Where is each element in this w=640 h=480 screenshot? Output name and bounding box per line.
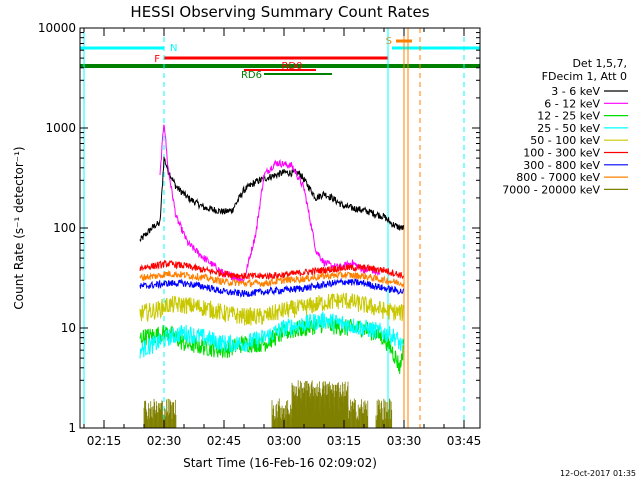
legend-header-line-1: Det 1,5,7, — [572, 57, 627, 70]
series-line-5 — [139, 259, 404, 281]
x-tick-label-0: 02:15 — [87, 434, 122, 448]
state-label-f: F — [154, 54, 160, 65]
legend-label-2: 12 - 25 keV — [537, 110, 600, 123]
y-tick-label-2: 100 — [53, 221, 76, 235]
series-line-7 — [139, 270, 404, 289]
x-axis-label: Start Time (16-Feb-16 02:09:02) — [183, 456, 377, 470]
y-tick-label-0: 1 — [68, 421, 76, 435]
series-line-6 — [139, 277, 404, 298]
legend-label-4: 50 - 100 keV — [530, 134, 600, 147]
legend-label-8: 7000 - 20000 keV — [502, 183, 600, 196]
legend-label-3: 25 - 50 keV — [537, 122, 600, 135]
legend-label-6: 300 - 800 keV — [523, 159, 600, 172]
series-7 — [139, 270, 404, 289]
x-tick-label-4: 03:15 — [327, 434, 362, 448]
series-3 — [139, 311, 404, 359]
legend-header-line-2: FDecim 1, Att 0 — [542, 70, 627, 83]
series-6 — [139, 277, 404, 298]
series-2 — [139, 316, 404, 375]
series-line-0 — [139, 156, 404, 242]
state-label-rd6: RD6 — [241, 70, 262, 81]
series-8 — [143, 380, 393, 428]
x-tick-label-1: 02:30 — [147, 434, 182, 448]
y-tick-label-1: 10 — [61, 321, 76, 335]
y-axis-label: Count Rate (s⁻¹ detector⁻¹) — [12, 146, 26, 309]
legend-label-7: 800 - 7000 keV — [516, 171, 600, 184]
state-label-n: N — [170, 43, 177, 54]
series-line-4 — [139, 292, 404, 326]
series-0 — [139, 156, 404, 242]
x-tick-label-3: 03:00 — [267, 434, 302, 448]
plot-content: NF RD0 RD6 S — [80, 28, 480, 428]
chart-title: HESSI Observing Summary Count Rates — [130, 3, 429, 21]
state-label-s: S — [386, 36, 392, 47]
legend-label-5: 100 - 300 keV — [523, 147, 600, 160]
series-line-1 — [159, 124, 381, 284]
legend-label-1: 6 - 12 keV — [544, 97, 600, 110]
x-tick-label-2: 02:45 — [207, 434, 242, 448]
state-label-rd0: RD0 — [281, 61, 302, 72]
series-4 — [139, 292, 404, 326]
axes: 02:15 02:30 02:45 03:00 03:15 03:30 03:45 1 10 10… — [38, 21, 481, 448]
legend-label-0: 3 - 6 keV — [551, 85, 600, 98]
x-tick-label-5: 03:30 — [387, 434, 422, 448]
y-tick-label-4: 10000 — [38, 21, 76, 35]
x-tick-label-6: 03:45 — [447, 434, 482, 448]
timestamp: 12-Oct-2017 01:35 — [560, 469, 636, 478]
series-1 — [159, 124, 381, 284]
series-line-2 — [139, 316, 404, 375]
series-line-3 — [139, 311, 404, 359]
y-tick-label-3: 1000 — [45, 121, 76, 135]
series-5 — [139, 259, 404, 281]
